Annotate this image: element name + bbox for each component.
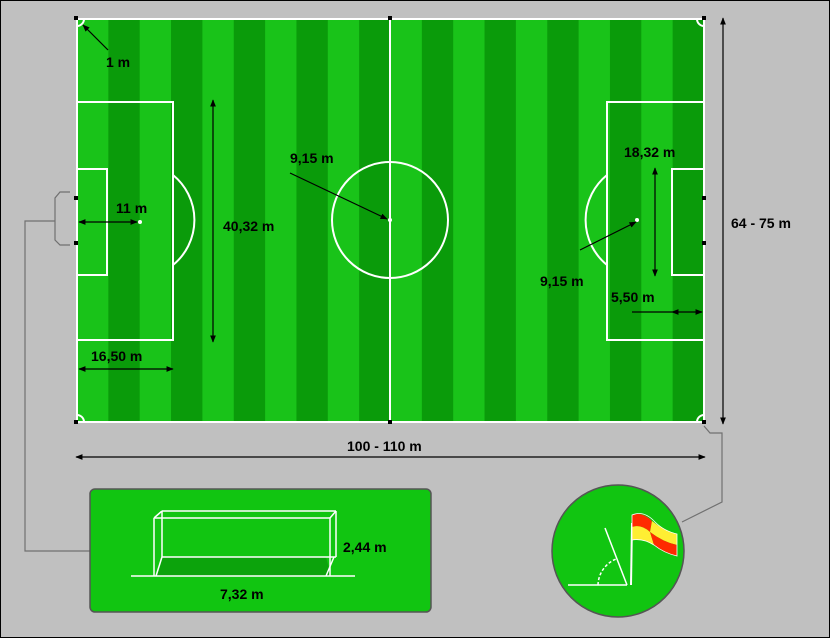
grass-stripe <box>515 19 548 422</box>
penalty-area-depth-label: 16,50 m <box>91 348 142 364</box>
pitch-grass <box>77 19 705 422</box>
goal-connector <box>24 220 91 552</box>
grass-stripe <box>202 19 235 422</box>
corner-arc-top-left <box>76 18 85 27</box>
grass-stripe <box>265 19 298 422</box>
grass-stripe <box>359 19 392 422</box>
corner-flag-cloth <box>631 513 678 557</box>
goal-width-label: 7,32 m <box>220 586 264 602</box>
corner-flag-lines <box>568 527 628 586</box>
grass-stripe <box>641 19 674 422</box>
field-width-label: 64 - 75 m <box>731 215 791 231</box>
connector-lines <box>24 191 723 552</box>
grass-stripe <box>327 19 360 422</box>
corner-flag-inset <box>551 484 685 618</box>
grass-stripe <box>578 19 611 422</box>
center-circle-arrow <box>289 172 388 220</box>
field-length-label: 100 - 110 m <box>347 438 422 454</box>
grass-stripe <box>421 19 454 422</box>
goal-height-label: 2,44 m <box>343 539 387 555</box>
corner-arc-bottom-right <box>696 414 705 423</box>
center-circle-label: 9,15 m <box>290 150 334 166</box>
goal-area-depth-label: 5,50 m <box>611 289 655 305</box>
left-penalty-arc <box>172 174 196 266</box>
grass-stripe <box>672 19 705 422</box>
grass-stripe <box>390 19 423 422</box>
goal-inset: 2,44 m 7,32 m <box>89 488 432 613</box>
grass-stripe <box>484 19 517 422</box>
right-penalty-arc <box>584 174 608 266</box>
goal-floor <box>156 557 331 576</box>
corner-arc-bottom-left <box>76 414 85 423</box>
corner-arc-top-right <box>696 18 705 27</box>
grass-stripe <box>233 19 266 422</box>
penalty-arc-label: 9,15 m <box>540 273 584 289</box>
goal-inset-panel <box>89 488 432 613</box>
corner-radius-arrow <box>82 24 109 51</box>
penalty-area-width-label: 40,32 m <box>223 218 274 234</box>
penalty-arc-arrow <box>579 221 637 251</box>
grass-stripe <box>139 19 172 422</box>
corner-radius-label: 1 m <box>106 54 130 70</box>
goal-frame <box>131 510 355 577</box>
grass-stripe <box>547 19 580 422</box>
center-spot <box>388 218 392 222</box>
center-circle <box>331 161 449 279</box>
dimension-lines <box>75 17 726 460</box>
goal-area-width-label: 18,32 m <box>624 144 675 160</box>
corner-flag-connector <box>681 425 723 523</box>
penalty-spot-label: 11 m <box>116 200 147 216</box>
corner-flag-marks <box>74 16 706 424</box>
left-penalty-spot <box>138 220 142 224</box>
right-penalty-spot <box>635 218 639 222</box>
grass-stripe <box>171 19 203 422</box>
grass-stripe <box>453 19 486 422</box>
right-goal-area <box>671 168 705 276</box>
goal-bracket <box>54 191 70 246</box>
grass-stripe <box>296 19 329 422</box>
